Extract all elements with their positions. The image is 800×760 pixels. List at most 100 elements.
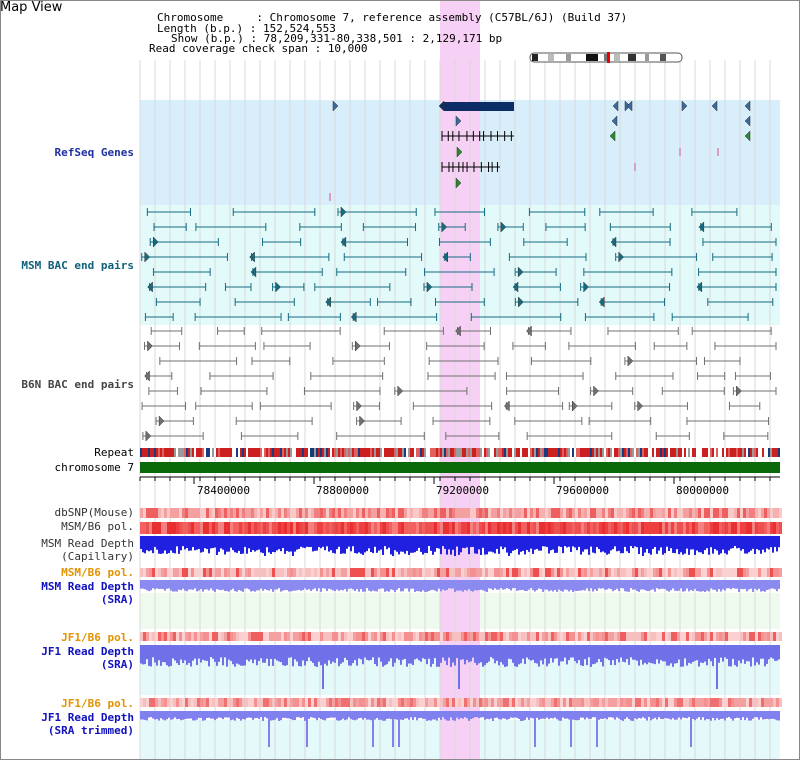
msm-pol2-mark [707,568,710,577]
jf1-trim-depth-bar [242,711,244,720]
repeat-mark [474,448,476,457]
jf1-pol-mark [626,632,629,641]
jf1-trim-depth-bar [218,711,220,718]
msm-capillary-depth-bar [186,536,188,549]
jf1-trim-depth-bar [322,711,324,720]
msm-capillary-depth-bar [326,536,328,547]
msm-sra-depth-bar [490,580,492,589]
dbsnp-mark [638,508,641,518]
msm-pol-mark [515,522,518,534]
repeat-mark [258,448,260,457]
msm-pol2-mark [665,568,668,577]
jf1-trim-depth-bar [426,711,428,721]
jf1-trim-depth-bar [442,711,444,718]
msm-sra-depth-bar [422,580,424,591]
jf1-pol-mark [374,632,377,641]
repeat-mark [322,448,324,457]
msm-pol2-mark [197,568,200,577]
msm-capillary-depth-bar [772,536,774,553]
jf1-trim-depth-bar [510,711,512,718]
msm-sra-depth-bar [550,580,552,591]
repeat-mark [350,448,352,457]
jf1-trim-depth-bar [178,711,180,720]
msm-pol2-mark [320,568,323,577]
jf1-trim-depth-bar [368,711,370,720]
repeat-mark [778,448,780,457]
jf1-sra-depth-bar [384,645,386,666]
jf1-sra-depth-bar [522,645,524,659]
jf1-trim-depth-bar [590,711,592,719]
msm-pol2-mark [287,568,290,577]
msm-capillary-depth-bar [638,536,640,555]
msm-pol-mark [548,522,551,534]
msm-sra-depth-bar [664,580,666,590]
jf1-sra-depth-bar [678,645,680,660]
jf1-pol2-mark [371,698,374,707]
jf1-sra-depth-bar [358,645,360,659]
msm-capillary-depth-bar [778,536,780,548]
dbsnp-mark [563,508,566,518]
msm-sra-depth-bar [562,580,564,592]
repeat-mark [404,448,406,457]
msm-capillary-depth-bar [486,536,488,555]
repeat-mark [274,448,276,457]
dbsnp-mark [698,508,701,518]
jf1-pol-mark [335,632,338,641]
jf1-sra-depth-bar [236,645,238,664]
jf1-pol-mark [227,632,230,641]
jf1-trim-depth-bar [364,711,366,718]
jf1-trim-depth-bar [702,711,704,718]
jf1-pol2-mark [473,698,476,707]
msm-sra-depth-bar [174,580,176,592]
msm-sra-depth-bar [274,580,276,590]
jf1-sra-depth-bar [756,645,758,663]
jf1-pol2-mark [413,698,416,707]
msm-capillary-depth-bar [698,536,700,553]
repeat-mark [306,448,308,457]
jf1-b6-pol-label-1: JF1/B6 pol. [61,631,134,644]
msm-sra-depth-bar [254,580,256,592]
msm-sra-depth-bar [564,580,566,590]
jf1-sra-depth-bar [422,645,424,659]
repeat-mark [632,448,634,457]
jf1-sra-depth-bar [610,645,612,666]
msm-b6-pol-label-1: MSM/B6 pol. [61,520,134,533]
dbsnp-mark [428,508,431,518]
msm-pol2-mark [542,568,545,577]
dbsnp-mark [719,508,722,518]
repeat-mark [456,448,458,457]
msm-pol-mark [203,522,206,534]
msm-sra-depth-bar [632,580,634,590]
jf1-sra-depth-bar [620,645,622,658]
msm-capillary-depth-bar [730,536,732,549]
msm-sra-depth-bar [236,580,238,592]
repeat-mark [586,448,588,457]
msm-bac-arrow [350,311,357,323]
msm-sra-depth-bar [242,580,244,592]
msm-pol-mark [497,522,500,534]
jf1-sra-depth-bar [482,645,484,667]
msm-pol-mark [371,522,374,534]
jf1-trim-depth-bar [352,711,354,720]
dbsnp-mark [239,508,242,518]
jf1-pol2-mark [167,698,170,707]
jf1-sra-depth-bar [298,645,300,667]
jf1-sra-depth-bar [660,645,662,661]
msm-capillary-depth-bar [394,536,396,551]
jf1-pol-mark [635,632,638,641]
dbsnp-mark [692,508,695,518]
msm-bac-arrow [144,251,151,263]
jf1-pol-mark [302,632,305,641]
msm-pol-mark [698,522,701,534]
jf1-trim-depth-bar [294,711,296,721]
msm-sra-depth-bar [188,580,190,590]
jf1-pol-mark [665,632,668,641]
msm-pol2-mark [779,568,782,577]
msm-pol2-mark [422,568,425,577]
msm-pol2-mark [257,568,260,577]
dbsnp-mark [362,508,365,518]
jf1-sra-depth-bar [156,645,158,666]
msm-pol-mark [158,522,161,534]
jf1-pol2-mark [362,698,365,707]
